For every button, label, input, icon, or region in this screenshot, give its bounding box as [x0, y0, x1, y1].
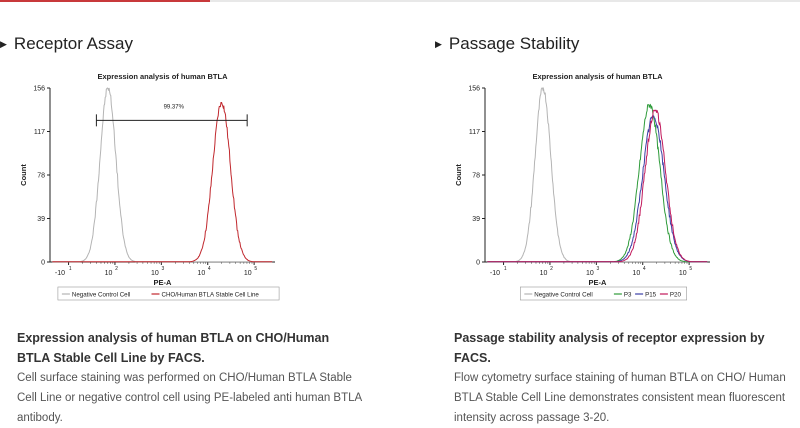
section-header: ▶ Receptor Assay: [0, 34, 133, 54]
y-tick-label: 0: [476, 260, 480, 267]
active-tab-indicator: [0, 0, 210, 2]
x-tick-label: -10: [55, 270, 65, 277]
legend-label: P3: [624, 291, 632, 298]
series-line: [52, 87, 273, 263]
x-tick-exponent: 2: [115, 266, 118, 272]
x-tick-label: 10: [105, 270, 113, 277]
triangle-bullet-icon: ▶: [435, 38, 442, 49]
legend-box: [57, 286, 280, 301]
x-tick-label: 10: [151, 270, 159, 277]
x-tick-exponent: 4: [208, 266, 211, 272]
y-tick-label: 39: [472, 216, 480, 223]
description-title: Expression analysis of human BTLA on CHO…: [17, 331, 330, 365]
x-tick-exponent: 4: [643, 266, 646, 272]
x-tick-label: 10: [679, 270, 687, 277]
x-tick-exponent: 3: [597, 266, 600, 272]
description-body: Flow cytometry surface staining of human…: [454, 372, 786, 424]
y-axis-label: Count: [454, 164, 463, 186]
series-line: [52, 102, 273, 263]
legend-label: P15: [645, 291, 657, 298]
y-tick-label: 156: [33, 86, 45, 93]
y-tick-label: 39: [37, 216, 45, 223]
legend-label: CHO/Human BTLA Stable Cell Line: [162, 291, 260, 298]
receptor-assay-section: ▶ Receptor Assay Expression analysis of …: [0, 0, 370, 424]
section-title: Passage Stability: [448, 34, 580, 53]
x-tick-label: -10: [490, 270, 500, 277]
y-tick-label: 78: [472, 173, 480, 180]
x-axis-label: PE-A: [154, 278, 173, 287]
series-line: [487, 115, 708, 263]
gate-label: 99.37%: [164, 104, 185, 110]
top-divider: [0, 0, 800, 2]
legend-label: P20: [670, 291, 682, 298]
x-tick-label: 10: [632, 270, 640, 277]
x-axis-label: PE-A: [589, 278, 608, 287]
x-tick-label: 10: [244, 270, 252, 277]
chart-title: Expression analysis of human BTLA: [532, 72, 663, 81]
triangle-bullet-icon: ▶: [0, 38, 7, 49]
legend-label: Negative Control Cell: [534, 291, 592, 298]
x-tick-exponent: 1: [504, 266, 507, 272]
legend-box: [520, 286, 687, 301]
chart-title: Expression analysis of human BTLA: [97, 72, 228, 81]
x-tick-label: 10: [197, 270, 205, 277]
x-tick-exponent: 5: [254, 266, 257, 272]
section-header: ▶ Passage Stability: [435, 34, 579, 54]
x-tick-label: 10: [586, 270, 594, 277]
description-title: Passage stability analysis of receptor e…: [454, 331, 765, 365]
y-axis-label: Count: [19, 164, 28, 186]
passage-stability-section: ▶ Passage Stability Expression analysis …: [435, 0, 800, 424]
y-tick-label: 117: [469, 129, 480, 136]
y-tick-label: 78: [37, 173, 45, 180]
description-body: Cell surface staining was performed on C…: [17, 372, 362, 424]
x-tick-label: 10: [540, 270, 548, 277]
y-tick-label: 156: [468, 86, 480, 93]
legend-label: Negative Control Cell: [72, 291, 130, 298]
description: Expression analysis of human BTLA on CHO…: [17, 328, 362, 428]
x-tick-exponent: 2: [550, 266, 553, 272]
description: Passage stability analysis of receptor e…: [454, 328, 799, 428]
receptor-assay-chart: Expression analysis of human BTLA0397811…: [19, 72, 280, 301]
passage-stability-chart: Expression analysis of human BTLA0397811…: [454, 72, 710, 301]
x-tick-exponent: 1: [69, 266, 72, 272]
x-tick-exponent: 5: [689, 266, 692, 272]
y-tick-label: 0: [41, 260, 45, 267]
series-line: [487, 109, 708, 263]
y-tick-label: 117: [34, 129, 45, 136]
x-tick-exponent: 3: [162, 266, 165, 272]
section-title: Receptor Assay: [13, 34, 133, 53]
